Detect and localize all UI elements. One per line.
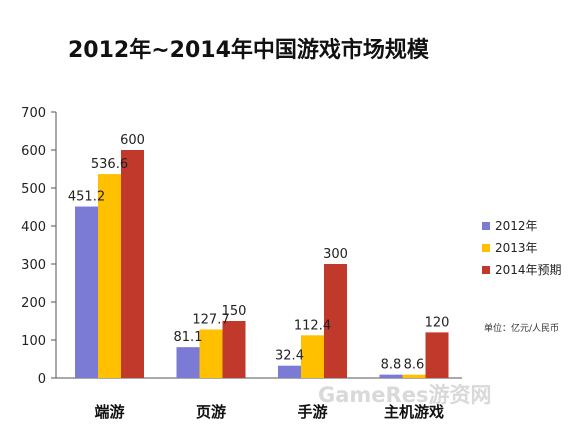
bar bbox=[425, 332, 449, 378]
y-tick-label: 100 bbox=[21, 334, 46, 349]
data-label: 536.6 bbox=[91, 157, 128, 172]
y-tick-label: 0 bbox=[38, 372, 46, 387]
data-label: 112.4 bbox=[294, 318, 331, 333]
legend-swatch bbox=[482, 244, 490, 252]
bar bbox=[176, 347, 200, 378]
category-label: 主机游戏 bbox=[384, 403, 444, 421]
y-tick-label: 300 bbox=[21, 258, 46, 273]
data-label: 120 bbox=[425, 315, 450, 330]
data-label: 8.8 bbox=[381, 358, 402, 373]
bar bbox=[98, 174, 121, 378]
category-label: 手游 bbox=[297, 403, 327, 421]
y-tick-label: 200 bbox=[21, 296, 46, 311]
chart-bars bbox=[75, 150, 449, 378]
data-label: 32.4 bbox=[275, 349, 304, 364]
data-label: 451.2 bbox=[68, 190, 105, 205]
chart-legend: 2012年 2013年 2014年预期 bbox=[482, 219, 562, 277]
legend-swatch bbox=[482, 222, 490, 230]
category-label: 端游 bbox=[94, 403, 124, 421]
data-label: 600 bbox=[120, 133, 145, 148]
bar bbox=[379, 374, 403, 378]
bar bbox=[324, 264, 347, 378]
y-tick-label: 700 bbox=[21, 106, 46, 121]
unit-note: 单位：亿元/人民币 bbox=[484, 322, 559, 334]
bar bbox=[278, 365, 301, 378]
y-tick-label: 500 bbox=[21, 182, 46, 197]
legend-label: 2014年预期 bbox=[495, 263, 562, 277]
watermark-text: GameRes游资网 bbox=[318, 383, 491, 407]
data-label: 300 bbox=[323, 247, 348, 262]
data-label: 127.7 bbox=[192, 312, 229, 327]
bar bbox=[75, 206, 98, 378]
bar bbox=[301, 335, 324, 378]
legend-label: 2013年 bbox=[495, 241, 538, 255]
bar bbox=[199, 329, 223, 378]
y-tick-label: 400 bbox=[21, 220, 46, 235]
legend-swatch bbox=[482, 266, 490, 274]
data-label: 8.6 bbox=[404, 358, 425, 373]
bar bbox=[222, 321, 246, 378]
bar bbox=[402, 374, 426, 378]
legend-label: 2012年 bbox=[495, 219, 538, 233]
y-tick-label: 600 bbox=[21, 144, 46, 159]
data-label: 81.1 bbox=[174, 330, 203, 345]
x-axis-categories: 端游 页游 手游 主机游戏 bbox=[94, 403, 444, 421]
chart-title: 2012年~2014年中国游戏市场规模 bbox=[68, 37, 430, 63]
bar bbox=[121, 150, 144, 378]
category-label: 页游 bbox=[196, 403, 226, 421]
data-label: 150 bbox=[222, 304, 247, 319]
y-axis-ticks: 0 100 200 300 400 500 600 700 bbox=[21, 106, 56, 387]
